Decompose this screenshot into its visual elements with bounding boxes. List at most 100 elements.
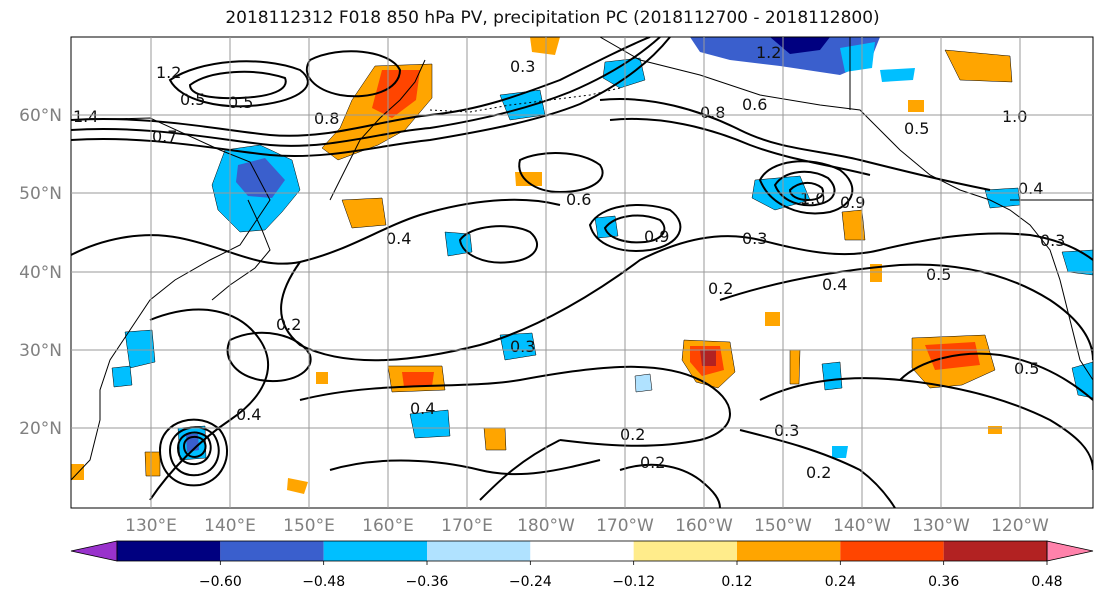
pos-anomaly-pac-g [287, 478, 308, 494]
neg-anomaly-pac3 [499, 332, 537, 361]
gridlines [71, 37, 1093, 508]
colorbar-swatch [530, 541, 634, 561]
contour-label: 1.2 [756, 43, 781, 62]
latitude-label: 60°N [19, 106, 62, 126]
neg-anomaly-taiwan [111, 365, 133, 388]
pv-contour-pac-loop1b [603, 214, 666, 244]
contour-label: 0.2 [806, 463, 831, 482]
contour-label: 0.3 [510, 57, 535, 76]
contour-label: 0.4 [386, 229, 411, 248]
colorbar-swatch [220, 541, 324, 561]
longitude-label: 140°E [204, 516, 256, 536]
longitude-label: 150°E [283, 516, 335, 536]
contour-label: 0.6 [566, 190, 591, 209]
latitude-label: 50°N [19, 184, 62, 204]
contour-label: 0.3 [510, 337, 535, 356]
neg-anomaly-wcoast [1061, 249, 1093, 276]
longitude-labels: 130°E 140°E 150°E 160°E 170°E 180°W 170°W 160°W… [125, 516, 1049, 536]
contour-label: 0.5 [228, 93, 253, 112]
coast-aleutian [429, 87, 621, 113]
contour-label: 1.0 [1002, 107, 1027, 126]
contour-label: 0.3 [1040, 231, 1065, 250]
precip-shading [71, 37, 1093, 494]
pos-anomaly-pac-j [765, 312, 780, 326]
colorbar-label: −0.12 [612, 574, 655, 590]
pv-contour-east-4 [899, 352, 1093, 401]
longitude-label: 160°E [362, 516, 414, 536]
pos-anomaly-okhotsk-core [372, 70, 420, 118]
neg-anomaly-alaska-core [770, 37, 830, 54]
colorbar-swatch [117, 541, 221, 561]
pv-contour-typhoon-2 [168, 426, 220, 477]
colorbar-extend-high [1046, 540, 1094, 562]
pos-anomaly-pac-k [908, 100, 924, 112]
pos-anomaly-pac-b-max [700, 350, 716, 366]
pv-contour-mid-2 [280, 235, 761, 362]
pos-anomaly-canada [944, 49, 1013, 83]
contour-label: 0.2 [640, 453, 665, 472]
pv-contour-far-south [329, 459, 601, 476]
pos-anomaly-strip [789, 349, 801, 385]
pv-contour-east-2 [759, 377, 1093, 471]
colorbar-extend-low [70, 540, 118, 562]
neg-anomaly-pac4 [409, 409, 451, 439]
contour-label: 0.6 [742, 95, 767, 114]
pv-contour-south-2 [226, 331, 312, 383]
latitude-labels: 60°N 50°N 40°N 30°N 20°N [19, 106, 62, 439]
pv-contour-alaska-1 [599, 98, 991, 191]
neg-anomaly-ecs [124, 329, 156, 369]
longitude-label: 170°E [441, 516, 493, 536]
neg-anomaly-alaska-edge [840, 42, 875, 72]
contour-label: 0.2 [708, 279, 733, 298]
coast-alaska [599, 37, 1093, 381]
colorbar-label: 0.36 [928, 574, 959, 590]
contour-label: 1.4 [73, 107, 98, 126]
pv-contour-pac-loop1 [588, 204, 682, 252]
pos-anomaly-pac-i [515, 172, 542, 186]
pos-anomaly-kuril [341, 197, 387, 229]
pv-contour-jet-2 [71, 37, 661, 147]
pos-anomaly-pac-m [988, 426, 1002, 434]
pv-contour-gulf-low [758, 160, 854, 215]
pos-anomaly-pac-a-core [402, 372, 434, 387]
pv-contour-typhoon-4 [182, 435, 207, 459]
contour-label: 0.4 [822, 275, 847, 294]
pv-contour-jet-3 [71, 37, 671, 157]
pv-contour-pac-loop3 [518, 152, 604, 194]
longitude-label: 160°W [675, 516, 733, 536]
contour-label: 0.9 [840, 193, 865, 212]
colorbar-outline [116, 540, 1048, 562]
coast-kamchatka [329, 59, 426, 201]
pos-anomaly-pac-d [841, 209, 866, 241]
colorbar-label: 0.24 [825, 574, 856, 590]
map-title: 2018112312 F018 850 hPa PV, precipitatio… [225, 8, 880, 28]
contour-label-layer: 1.2 1.4 0.5 0.6 0.8 0.3 0.4 0.7 0.5 1.2 … [73, 43, 1065, 482]
neg-anomaly-pac7 [634, 373, 653, 393]
contour-label: 1.0 [800, 189, 825, 208]
contour-label: 0.5 [1014, 359, 1039, 378]
neg-anomaly-bc2 [880, 68, 915, 82]
latitude-label: 40°N [19, 263, 62, 283]
longitude-label: 130°E [125, 516, 177, 536]
contour-label: 0.5 [180, 90, 205, 109]
pv-contour-east-3 [739, 429, 896, 508]
pv-contour-typhoon-1 [158, 418, 229, 487]
neg-anomaly-pac6 [832, 446, 848, 458]
longitude-label: 170°W [596, 516, 654, 536]
longitude-label: 180°W [517, 516, 575, 536]
longitude-label: 130°W [912, 516, 970, 536]
pos-anomaly-pac-e [483, 427, 507, 451]
colorbar-swatch [943, 541, 1047, 561]
neg-anomaly-pac5 [821, 361, 843, 391]
pv-contour-trop-1 [299, 365, 731, 447]
contour-label: 0.8 [314, 109, 339, 128]
pv-contour-mid-1 [71, 198, 561, 265]
colorbar-label: 0.12 [721, 574, 752, 590]
contour-label: 0.5 [904, 119, 929, 138]
latitude-label: 30°N [19, 341, 62, 361]
pv-contour-nw-loop [168, 60, 309, 108]
pv-contour-jet-1 [71, 37, 651, 137]
contour-label: 0.5 [926, 265, 951, 284]
colorbar-swatch [323, 541, 427, 561]
